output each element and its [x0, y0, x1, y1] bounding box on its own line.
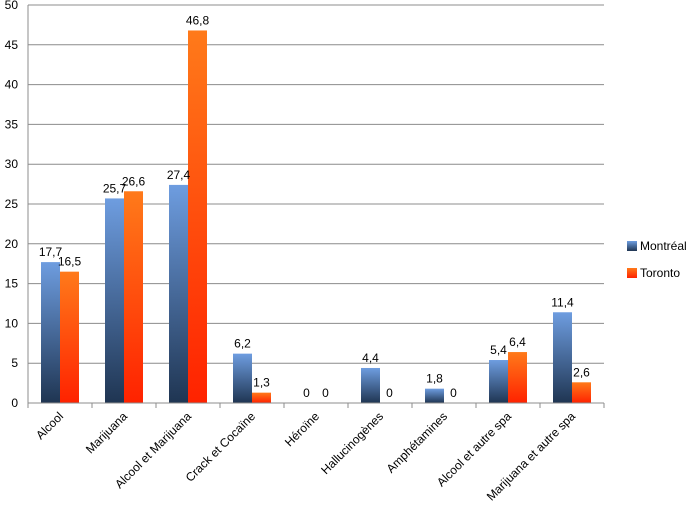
category-label: Marijuana [83, 409, 130, 456]
category-label: Hallucinogènes [318, 409, 386, 477]
bar-toronto [60, 271, 79, 403]
bar-toronto [508, 352, 527, 403]
bar-montreal [361, 367, 380, 403]
bar-montreal [105, 198, 124, 403]
data-label: 46,8 [186, 13, 210, 27]
data-label: 16,5 [58, 255, 82, 269]
category-label: Héroïne [282, 409, 322, 449]
data-label: 1,3 [253, 376, 270, 390]
bars [41, 30, 591, 404]
bar-montreal [41, 262, 60, 403]
data-label: 1,8 [426, 372, 443, 386]
legend-label: Montréal [640, 239, 687, 253]
data-label: 17,7 [39, 245, 63, 259]
bar-toronto [572, 382, 591, 403]
bar-toronto [124, 191, 143, 403]
y-tick-label: 30 [5, 157, 19, 171]
y-tick-label: 15 [5, 277, 19, 291]
data-label: 27,4 [167, 168, 191, 182]
legend-swatch [627, 268, 637, 278]
bar-montreal [553, 312, 572, 403]
data-label: 2,6 [573, 365, 590, 379]
legend-swatch [627, 241, 637, 251]
data-label: 0 [450, 386, 457, 400]
bar-montreal [489, 360, 508, 403]
y-tick-label: 5 [11, 356, 18, 370]
data-label: 6,4 [509, 335, 526, 349]
data-label: 4,4 [362, 351, 379, 365]
data-label: 5,4 [490, 343, 507, 357]
bar-montreal [425, 388, 444, 403]
category-label: Alcool [33, 409, 66, 442]
legend-label: Toronto [640, 266, 680, 280]
data-label: 6,2 [234, 337, 251, 351]
data-label: 0 [322, 386, 329, 400]
y-tick-label: 35 [5, 117, 19, 131]
y-axis-ticks: 0 5 10 15 20 25 30 35 40 45 50 [5, 0, 19, 410]
y-tick-label: 20 [5, 237, 19, 251]
y-tick-label: 40 [5, 78, 19, 92]
data-label: 0 [386, 386, 393, 400]
category-label: Crack et Cocaïne [183, 409, 259, 485]
y-tick-label: 10 [5, 316, 19, 330]
bar-toronto [252, 392, 271, 403]
y-tick-label: 25 [5, 197, 19, 211]
data-label: 11,4 [551, 295, 574, 309]
data-label: 26,6 [122, 174, 146, 188]
bar-toronto [188, 30, 207, 404]
y-tick-label: 50 [5, 0, 19, 12]
bar-montreal [169, 184, 188, 403]
y-tick-label: 0 [11, 396, 18, 410]
legend: Montréal Toronto [627, 239, 687, 280]
bar-montreal [233, 353, 252, 403]
x-axis [27, 5, 605, 408]
y-tick-label: 45 [5, 38, 19, 52]
data-label: 25,7 [103, 181, 127, 195]
category-label: Amphétamines [384, 409, 451, 476]
data-label: 0 [303, 386, 310, 400]
data-labels: 17,716,525,726,6 27,446,86,21,30 04,401,80… [39, 13, 590, 400]
